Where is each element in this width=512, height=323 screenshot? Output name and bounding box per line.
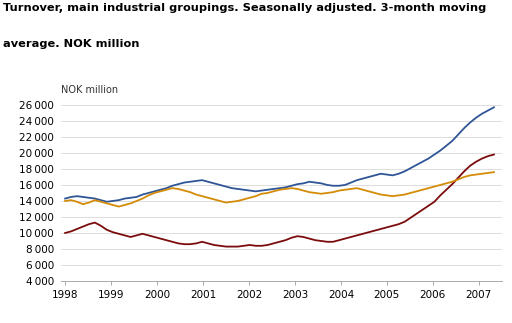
Consumer goods: [163, 188, 169, 192]
Line: Consumer goods: Consumer goods: [65, 172, 494, 207]
Capital goods: [425, 204, 432, 208]
Intermediate goods: [104, 200, 110, 204]
Text: NOK million: NOK million: [61, 85, 119, 95]
Intermediate goods: [62, 197, 68, 201]
Line: Intermediate goods: Intermediate goods: [65, 107, 494, 202]
Intermediate goods: [163, 186, 169, 190]
Capital goods: [491, 152, 497, 156]
Consumer goods: [491, 170, 497, 174]
Consumer goods: [62, 199, 68, 203]
Intermediate goods: [437, 149, 443, 152]
Consumer goods: [455, 177, 461, 181]
Intermediate goods: [455, 132, 461, 136]
Consumer goods: [116, 205, 122, 209]
Capital goods: [283, 238, 289, 242]
Intermediate goods: [283, 185, 289, 189]
Intermediate goods: [211, 182, 217, 185]
Capital goods: [205, 242, 211, 245]
Line: Capital goods: Capital goods: [65, 154, 494, 246]
Text: Turnover, main industrial groupings. Seasonally adjusted. 3-month moving: Turnover, main industrial groupings. Sea…: [3, 3, 486, 13]
Intermediate goods: [425, 157, 432, 161]
Capital goods: [223, 245, 229, 248]
Consumer goods: [437, 183, 443, 187]
Consumer goods: [425, 186, 432, 190]
Capital goods: [157, 237, 163, 241]
Capital goods: [62, 231, 68, 235]
Intermediate goods: [491, 105, 497, 109]
Text: average. NOK million: average. NOK million: [3, 39, 139, 49]
Consumer goods: [283, 187, 289, 191]
Capital goods: [437, 193, 443, 197]
Capital goods: [455, 176, 461, 180]
Legend: Intermediate goods, Capital goods, Consumer goods: Intermediate goods, Capital goods, Consu…: [70, 318, 450, 323]
Consumer goods: [211, 197, 217, 201]
